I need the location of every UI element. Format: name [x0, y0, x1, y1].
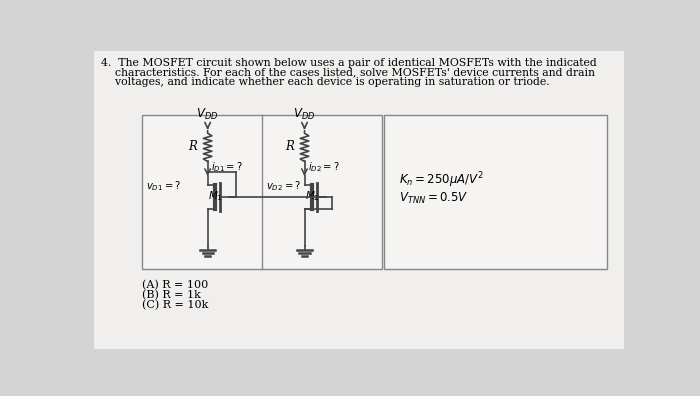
Text: $v_{D1} =?$: $v_{D1} =?$: [146, 179, 181, 193]
Text: $V_{DD}$: $V_{DD}$: [293, 107, 316, 122]
Text: $M_1$: $M_1$: [209, 189, 223, 203]
Text: (A) R = 100: (A) R = 100: [141, 280, 208, 290]
Text: 4.  The MOSFET circuit shown below uses a pair of identical MOSFETs with the ind: 4. The MOSFET circuit shown below uses a…: [102, 58, 597, 68]
Bar: [141, 115, 382, 269]
Text: characteristics. For each of the cases listed, solve MOSFETs' device currents an: characteristics. For each of the cases l…: [102, 68, 596, 78]
Text: $M_2$: $M_2$: [305, 189, 320, 203]
Text: $V_{TNN} = 0.5V$: $V_{TNN} = 0.5V$: [399, 191, 468, 206]
Bar: [384, 115, 607, 269]
Text: $v_{D2} =?$: $v_{D2} =?$: [266, 179, 301, 193]
Text: $i_{D2} =?$: $i_{D2} =?$: [307, 160, 340, 174]
Text: (C) R = 10k: (C) R = 10k: [141, 300, 208, 310]
Text: R: R: [285, 139, 294, 152]
Text: voltages, and indicate whether each device is operating in saturation or triode.: voltages, and indicate whether each devi…: [102, 77, 550, 87]
Text: $i_{D1} =?$: $i_{D1} =?$: [211, 160, 242, 174]
Text: R: R: [188, 139, 197, 152]
Text: $K_n = 250\mu A/ V^2$: $K_n = 250\mu A/ V^2$: [399, 170, 484, 190]
Text: (B) R = 1k: (B) R = 1k: [141, 290, 201, 301]
Text: $V_{DD}$: $V_{DD}$: [197, 107, 219, 122]
